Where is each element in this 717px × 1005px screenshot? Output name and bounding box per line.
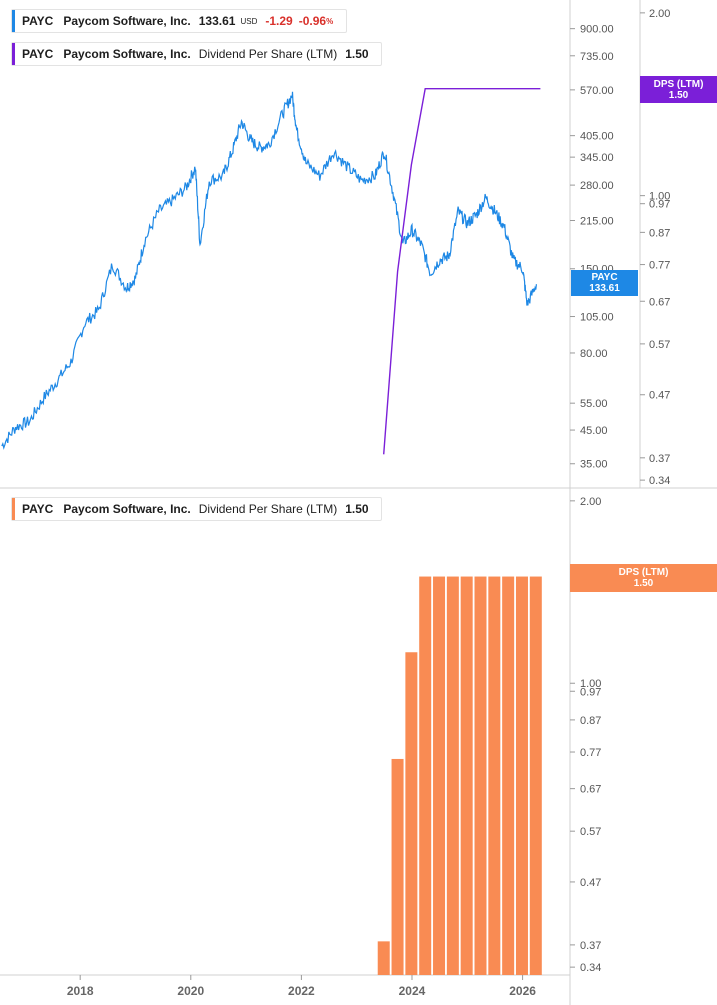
dps-bottom-tick-label: 0.67 (580, 784, 601, 796)
dps-tag-top-value: 1.50 (668, 89, 689, 101)
legend-company: Paycom Software, Inc. (63, 502, 191, 516)
price-tag-ticker: PAYC (591, 272, 618, 283)
dps-bottom-tick-label: 1.00 (580, 678, 601, 690)
dps-legend-bottom-swatch (12, 498, 15, 520)
dps-bar (488, 576, 501, 975)
dps-series-line (383, 88, 541, 455)
price-tick-label: 900.00 (580, 24, 614, 36)
dps-bar (405, 652, 418, 975)
dps-tag-bottom: DPS (LTM) 1.50 (570, 564, 717, 592)
dps-bar (515, 576, 528, 975)
legend-ticker: PAYC (22, 14, 54, 28)
price-tag-value: 133.61 (589, 283, 620, 294)
dps-tag-top: DPS (LTM) 1.50 (640, 76, 717, 103)
price-axis: 900.00 735.00 570.00 405.00 345.00 280.00 215.… (570, 24, 614, 471)
legend-ticker: PAYC (22, 47, 54, 61)
dps-top-tick-label: 0.57 (649, 339, 670, 351)
dps-top-tick-label: 0.77 (649, 260, 670, 272)
dps-top-tick-label: 2.00 (649, 8, 670, 20)
price-tick-label: 45.00 (580, 425, 608, 437)
price-tick-label: 280.00 (580, 180, 614, 192)
price-legend-swatch (12, 10, 15, 32)
chart-lines (1, 88, 541, 455)
dps-tag-bottom-label: DPS (LTM) (618, 567, 669, 578)
legend-field: Dividend Per Share (LTM) (198, 502, 338, 516)
dps-top-tick-label: 0.47 (649, 390, 670, 402)
dps-bar (419, 576, 432, 975)
dps-bar (529, 576, 542, 975)
dps-bottom-tick-label: 0.87 (580, 715, 601, 727)
legend-dps-value: 1.50 (345, 502, 369, 516)
dps-bar (502, 576, 515, 975)
dps-axis-bottom: 2.00 1.000.97 0.87 0.77 0.67 0.57 0.47 0.37 0.34 (570, 496, 601, 974)
dps-tag-top-label: DPS (LTM) (653, 78, 704, 90)
price-tick-label: 215.00 (580, 216, 614, 228)
dps-axis-top: 2.00 1.000.97 0.87 0.77 0.67 0.57 0.47 0.37 0.34 (640, 8, 670, 487)
dps-bar (391, 758, 404, 975)
legend-pct-unit: % (326, 16, 334, 26)
legend-change-pct: -0.96 (298, 14, 327, 28)
price-tick-label: 405.00 (580, 131, 614, 143)
dps-bar (474, 576, 487, 975)
x-tick-label: 2020 (177, 984, 204, 998)
legend-company: Paycom Software, Inc. (63, 47, 191, 61)
dps-top-tick-label: 0.97 (649, 199, 670, 211)
dps-tag-bottom-value: 1.50 (633, 578, 654, 589)
dps-bar (446, 576, 459, 975)
dps-bottom-tick-label: 0.57 (580, 826, 601, 838)
price-tick-label: 35.00 (580, 459, 608, 471)
legend-change: -1.29 (265, 14, 293, 28)
dps-top-tick-label: 1.00 (649, 191, 670, 203)
dps-bar (460, 576, 473, 975)
dps-top-tick-label: 0.87 (649, 227, 670, 239)
price-series-line (1, 91, 537, 450)
price-tick-label: 735.00 (580, 51, 614, 63)
dps-bottom-tick-label: 0.97 (580, 686, 601, 698)
dps-legend-top-swatch (12, 43, 15, 65)
price-tick-label: 570.00 (580, 85, 614, 97)
dps-bars (377, 576, 542, 975)
legend-field: Dividend Per Share (LTM) (198, 47, 338, 61)
price-tick-label: 55.00 (580, 398, 608, 410)
x-axis: 2018 2020 2022 2024 2026 (67, 975, 536, 998)
price-legend[interactable]: PAYC Paycom Software, Inc. 133.61 USD -1… (11, 9, 348, 33)
price-tick-label: 80.00 (580, 348, 608, 360)
dps-bottom-tick-label: 0.34 (580, 962, 601, 974)
dps-top-tick-label: 0.34 (649, 475, 670, 487)
x-tick-label: 2018 (67, 984, 94, 998)
x-tick-label: 2026 (509, 984, 536, 998)
legend-currency: USD (240, 16, 258, 26)
dps-bottom-tick-label: 2.00 (580, 496, 601, 508)
dps-top-tick-label: 0.67 (649, 296, 670, 308)
dps-bottom-tick-label: 0.37 (580, 940, 601, 952)
x-tick-label: 2024 (399, 984, 426, 998)
legend-ticker: PAYC (22, 502, 54, 516)
dps-bar (433, 576, 446, 975)
price-tick-label: 345.00 (580, 152, 614, 164)
dps-bar (377, 941, 390, 975)
dps-top-tick-label: 0.37 (649, 453, 670, 465)
dps-bottom-tick-label: 0.77 (580, 747, 601, 759)
legend-company: Paycom Software, Inc. (63, 14, 191, 28)
x-tick-label: 2022 (288, 984, 315, 998)
legend-price-value: 133.61 (198, 14, 236, 28)
price-tag: PAYC 133.61 (571, 270, 638, 296)
dps-legend-top[interactable]: PAYC Paycom Software, Inc. Dividend Per … (11, 42, 382, 66)
dps-bottom-tick-label: 0.47 (580, 877, 601, 889)
dps-legend-bottom[interactable]: PAYC Paycom Software, Inc. Dividend Per … (11, 497, 382, 521)
legend-dps-value: 1.50 (345, 47, 369, 61)
price-tick-label: 105.00 (580, 312, 614, 324)
